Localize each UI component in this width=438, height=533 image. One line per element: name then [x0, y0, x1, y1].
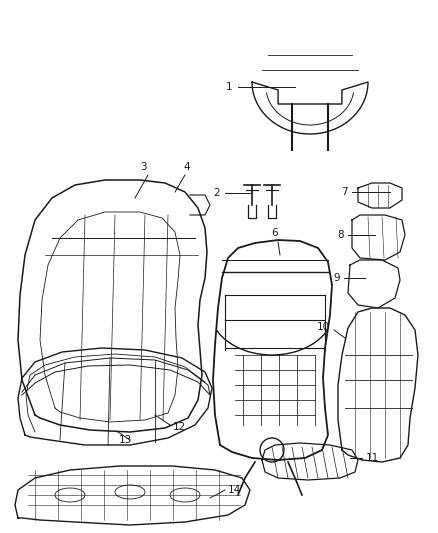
Text: 8: 8	[337, 230, 344, 240]
Text: 13: 13	[118, 435, 132, 445]
Text: 10: 10	[317, 322, 330, 332]
Text: 7: 7	[341, 187, 348, 197]
Text: 4: 4	[184, 162, 191, 172]
Text: 12: 12	[173, 422, 186, 432]
Text: 9: 9	[333, 273, 340, 283]
Text: 1: 1	[226, 82, 232, 92]
Text: 14: 14	[228, 485, 241, 495]
Text: 3: 3	[140, 162, 146, 172]
Text: 11: 11	[366, 453, 379, 463]
Text: 2: 2	[213, 188, 220, 198]
Text: 6: 6	[272, 228, 278, 238]
